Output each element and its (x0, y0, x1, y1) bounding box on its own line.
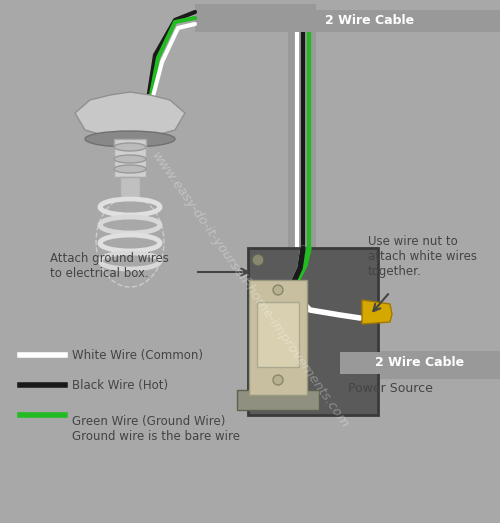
Bar (257, 302, 299, 367)
Bar (120, 177, 140, 197)
Ellipse shape (114, 155, 146, 163)
Text: Attach ground wires
to electrical box.: Attach ground wires to electrical box. (50, 252, 169, 280)
Bar (288, 4, 316, 32)
Polygon shape (362, 300, 392, 324)
Bar (249, 280, 307, 395)
Bar (248, 248, 378, 415)
Bar (340, 352, 500, 374)
Ellipse shape (110, 238, 150, 248)
Text: Green Wire (Ground Wire)
Ground wire is the bare wire: Green Wire (Ground Wire) Ground wire is … (72, 415, 240, 443)
Text: www.easy-do-it-yourself-home-improvements.com: www.easy-do-it-yourself-home-improvement… (148, 149, 352, 431)
Ellipse shape (110, 202, 150, 212)
Bar (114, 139, 146, 177)
Text: 2 Wire Cable: 2 Wire Cable (376, 357, 464, 370)
Bar (195, 4, 315, 32)
Bar (245, 10, 500, 32)
Text: Black Wire (Hot): Black Wire (Hot) (72, 379, 168, 392)
Ellipse shape (110, 256, 150, 266)
Bar (288, 4, 316, 378)
Ellipse shape (110, 220, 150, 230)
Text: 2 Wire Cable: 2 Wire Cable (326, 15, 414, 28)
Ellipse shape (114, 143, 146, 151)
Circle shape (273, 285, 283, 295)
Text: Power Source: Power Source (348, 382, 432, 395)
Circle shape (252, 254, 264, 266)
Circle shape (273, 375, 283, 385)
Ellipse shape (114, 165, 146, 173)
Polygon shape (75, 92, 185, 139)
Bar (288, 351, 500, 379)
Ellipse shape (85, 131, 175, 147)
Bar (237, 390, 319, 410)
Text: White Wire (Common): White Wire (Common) (72, 348, 203, 361)
Text: Use wire nut to
attach white wires
together.: Use wire nut to attach white wires toget… (368, 235, 477, 278)
